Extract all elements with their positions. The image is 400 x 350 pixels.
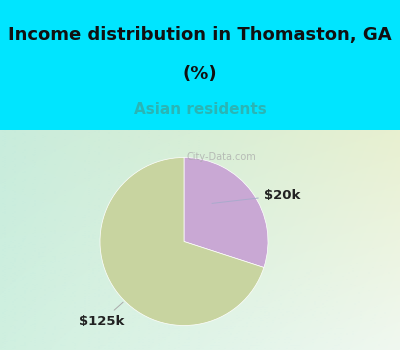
Text: $20k: $20k bbox=[212, 189, 300, 203]
Wedge shape bbox=[100, 158, 264, 326]
Wedge shape bbox=[184, 158, 268, 267]
Text: $125k: $125k bbox=[79, 302, 124, 328]
Text: Asian residents: Asian residents bbox=[134, 102, 266, 117]
Text: City-Data.com: City-Data.com bbox=[187, 153, 257, 162]
Text: Income distribution in Thomaston, GA: Income distribution in Thomaston, GA bbox=[8, 26, 392, 44]
Text: (%): (%) bbox=[183, 65, 217, 83]
